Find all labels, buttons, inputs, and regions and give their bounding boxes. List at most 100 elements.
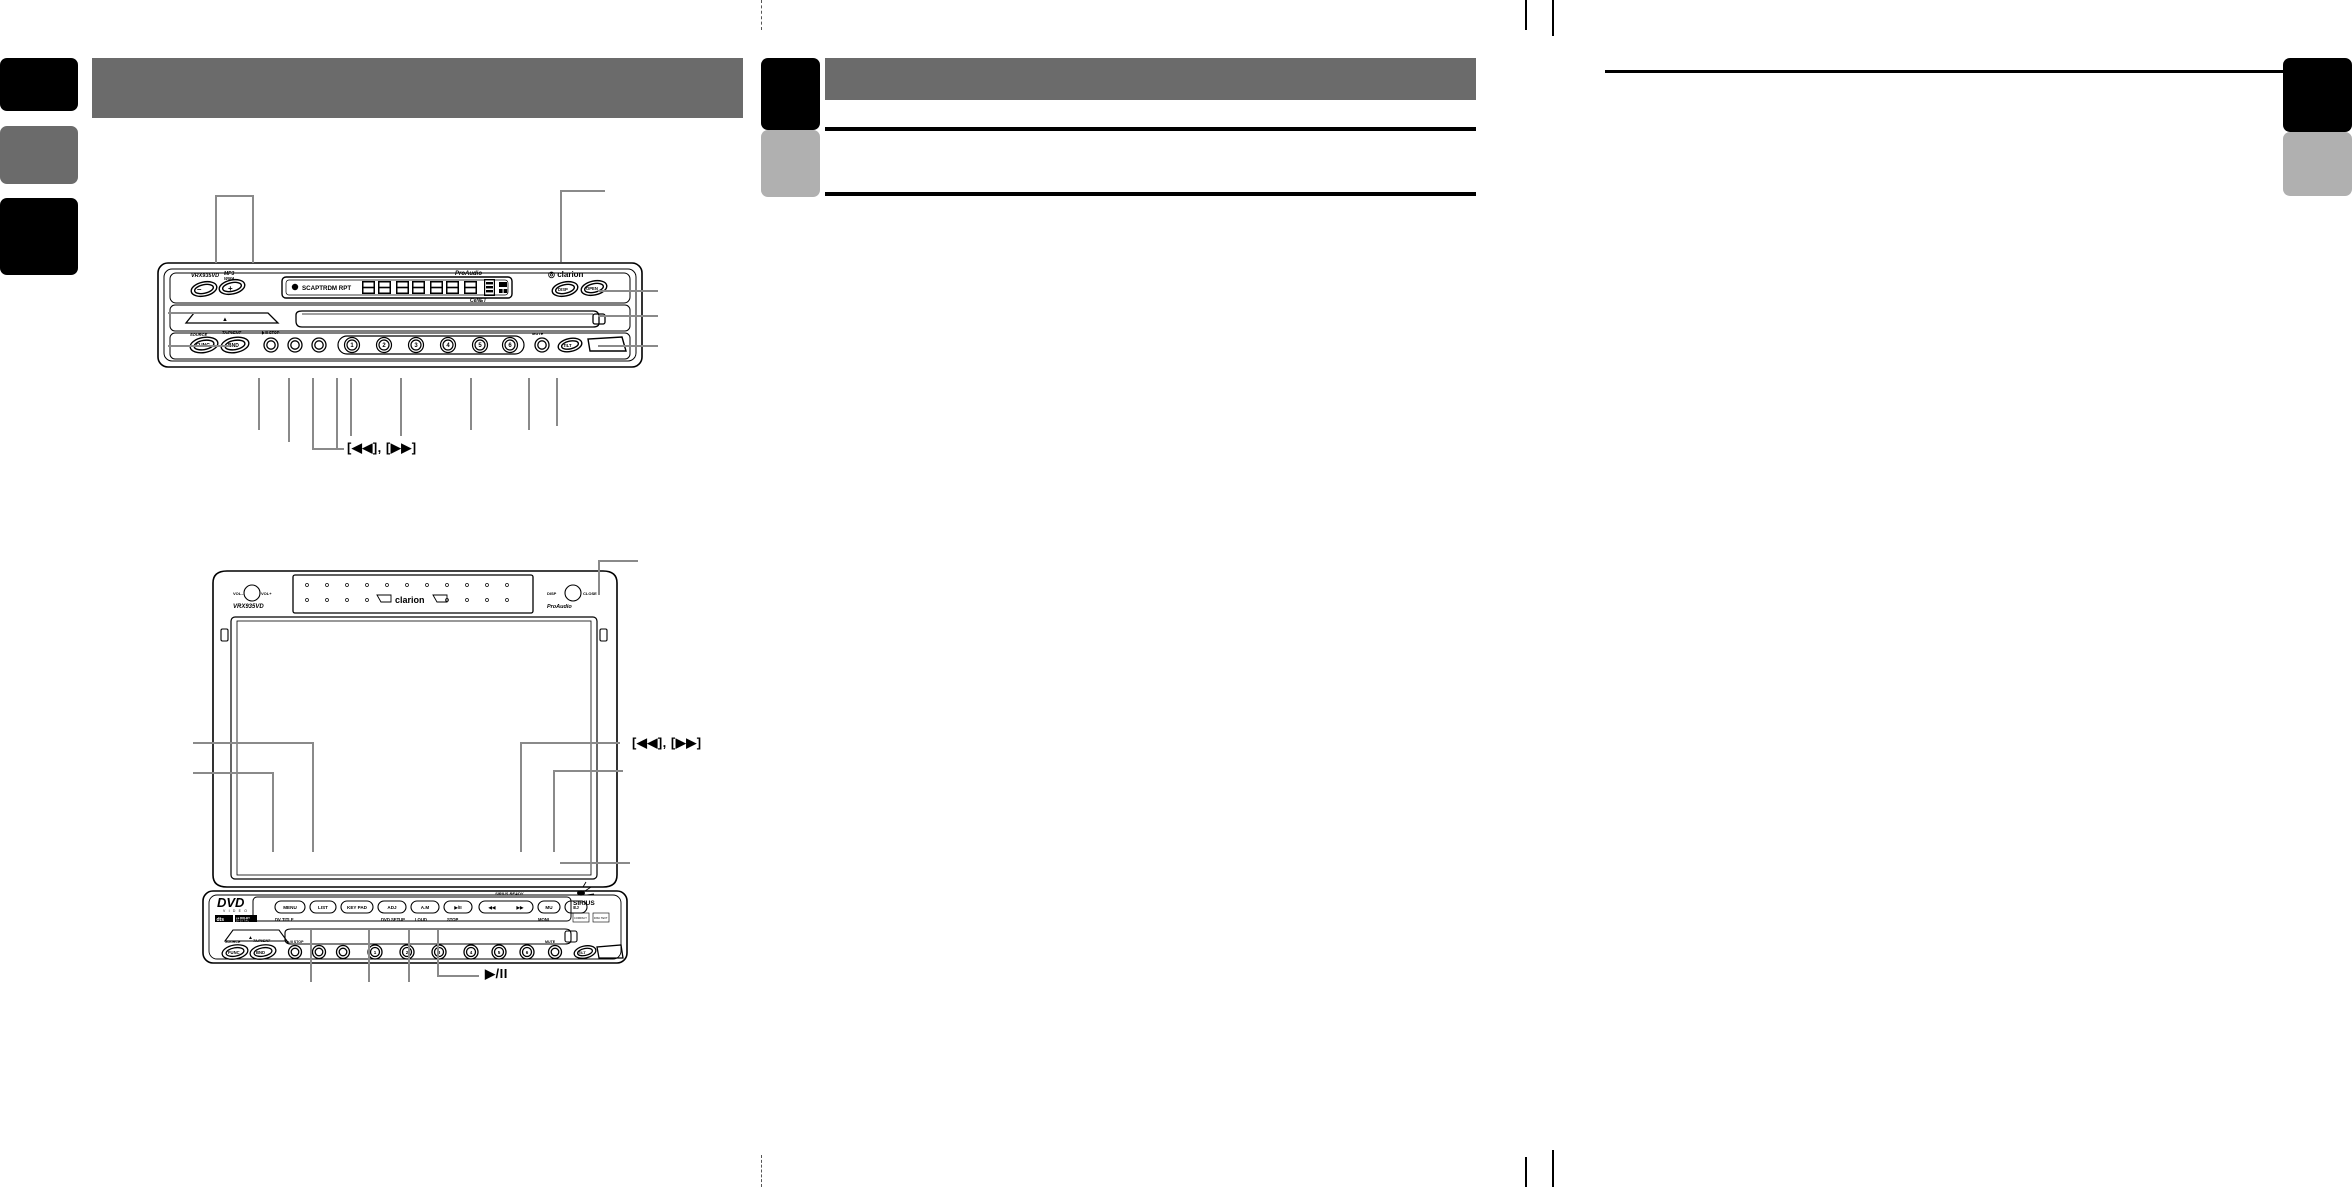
fold-mark-top bbox=[761, 0, 762, 30]
svg-text:TILT: TILT bbox=[563, 343, 572, 348]
sidebar-item-mid-tab-2[interactable] bbox=[761, 130, 820, 197]
leader-line bbox=[258, 378, 260, 430]
leader-line bbox=[215, 195, 253, 197]
leader-line bbox=[598, 315, 658, 317]
sidebar-item-right-tab-2[interactable] bbox=[2283, 132, 2352, 196]
svg-text:LOUD: LOUD bbox=[415, 917, 427, 922]
leader-line bbox=[368, 930, 370, 982]
svg-text:CLOSE: CLOSE bbox=[583, 591, 597, 596]
sidebar-item-right-tab-1[interactable] bbox=[2283, 58, 2352, 132]
svg-text:MP3: MP3 bbox=[224, 271, 235, 277]
leader-line bbox=[310, 930, 312, 982]
svg-text:A.M: A.M bbox=[421, 905, 430, 910]
leader-line bbox=[556, 378, 558, 426]
svg-text:MU: MU bbox=[545, 905, 553, 910]
leader-line bbox=[193, 772, 273, 774]
callout-skip-buttons-fig1: [◀◀], [▶▶] bbox=[347, 440, 417, 455]
svg-text:VOL+: VOL+ bbox=[261, 591, 272, 596]
svg-text:SCAPTRDM RPT: SCAPTRDM RPT bbox=[302, 285, 351, 292]
svg-text:ADJ: ADJ bbox=[387, 905, 397, 910]
leader-line bbox=[437, 975, 479, 977]
svg-text:COMPACT: COMPACT bbox=[574, 916, 587, 920]
svg-text:SIRIUS: SIRIUS bbox=[573, 900, 595, 907]
svg-text:DV TITLE: DV TITLE bbox=[275, 917, 294, 922]
leader-line bbox=[598, 290, 658, 292]
svg-text:MUTE: MUTE bbox=[532, 331, 544, 336]
section-rule-2 bbox=[825, 192, 1476, 196]
svg-text:KEY PAD: KEY PAD bbox=[347, 905, 368, 910]
figure-head-unit: SCAPTRDM RPT bbox=[150, 255, 650, 375]
svg-text:V I D E O: V I D E O bbox=[223, 909, 248, 913]
leader-line bbox=[553, 770, 555, 852]
leader-line bbox=[553, 770, 623, 772]
svg-text:●● DOLBY: ●● DOLBY bbox=[236, 916, 250, 920]
leader-line bbox=[520, 742, 620, 744]
svg-text:▶/II STOP: ▶/II STOP bbox=[261, 331, 280, 335]
svg-text:▶/II: ▶/II bbox=[453, 905, 461, 910]
svg-text:DISC TEXT: DISC TEXT bbox=[594, 916, 608, 920]
svg-text:BND: BND bbox=[256, 950, 265, 955]
head-unit-drawing: SCAPTRDM RPT bbox=[157, 262, 643, 368]
svg-text:MONI: MONI bbox=[538, 917, 549, 922]
svg-text:SOURCE: SOURCE bbox=[190, 332, 207, 337]
svg-text:STOP: STOP bbox=[447, 917, 459, 922]
crop-mark-top-b bbox=[1552, 0, 1554, 36]
sidebar-item-tab-3[interactable] bbox=[0, 198, 78, 275]
svg-text:6: 6 bbox=[508, 343, 512, 349]
figure-monitor-unit: clarion VOL– VOL+ VRX935VD DISP CLOSE Pr… bbox=[195, 555, 635, 970]
page-title-bar-left bbox=[92, 58, 743, 118]
svg-text:ProAudio: ProAudio bbox=[455, 271, 482, 277]
svg-text:VRX935VD: VRX935VD bbox=[233, 604, 264, 610]
leader-line bbox=[336, 378, 338, 448]
svg-text:▲: ▲ bbox=[248, 935, 253, 941]
sidebar-item-mid-tab-1[interactable] bbox=[761, 58, 820, 130]
leader-line bbox=[520, 742, 522, 852]
svg-text:CeNET: CeNET bbox=[470, 298, 487, 304]
svg-text:MENU: MENU bbox=[283, 905, 297, 910]
leader-line bbox=[437, 930, 439, 975]
leader-line bbox=[598, 345, 658, 347]
svg-text:5: 5 bbox=[498, 950, 501, 955]
leader-line bbox=[168, 345, 230, 347]
leader-line bbox=[560, 190, 605, 192]
svg-text:1: 1 bbox=[350, 343, 354, 349]
leader-line bbox=[193, 742, 313, 744]
leader-line bbox=[400, 378, 402, 436]
svg-text:DISP: DISP bbox=[547, 591, 557, 596]
svg-text:LIST: LIST bbox=[318, 905, 328, 910]
svg-text:DVD SETUP: DVD SETUP bbox=[381, 917, 405, 922]
leader-line bbox=[288, 378, 290, 442]
svg-text:1: 1 bbox=[374, 950, 377, 955]
svg-text:OPEN: OPEN bbox=[586, 286, 598, 291]
svg-text:SOURCE: SOURCE bbox=[225, 940, 241, 944]
leader-line bbox=[598, 560, 638, 562]
svg-text:TA/PI/ENT: TA/PI/ENT bbox=[253, 939, 271, 943]
svg-text:5: 5 bbox=[478, 343, 482, 349]
sidebar-item-tab-2[interactable] bbox=[0, 126, 78, 184]
svg-text:D I G I T A L: D I G I T A L bbox=[236, 920, 250, 923]
leader-line bbox=[598, 560, 600, 595]
svg-text:DVD: DVD bbox=[217, 895, 245, 910]
svg-text:▶/II STOP: ▶/II STOP bbox=[286, 940, 304, 944]
callout-skip-buttons-fig2: [◀◀], [▶▶] bbox=[632, 735, 702, 750]
callout-play-pause-fig2: ▶/II bbox=[485, 966, 508, 981]
svg-text:EJ: EJ bbox=[573, 905, 579, 910]
leader-line bbox=[350, 378, 352, 436]
svg-text:MUTE: MUTE bbox=[545, 940, 556, 944]
svg-text:4: 4 bbox=[446, 343, 450, 349]
svg-text:▶▶: ▶▶ bbox=[515, 905, 525, 910]
leader-line bbox=[168, 312, 230, 314]
svg-text:◎ clarion: ◎ clarion bbox=[548, 270, 584, 279]
leader-line bbox=[252, 195, 254, 263]
sidebar-item-tab-1[interactable] bbox=[0, 58, 78, 111]
svg-text:WMA: WMA bbox=[224, 276, 234, 281]
leader-line bbox=[528, 378, 530, 430]
svg-text:–: – bbox=[197, 285, 202, 294]
leader-line bbox=[272, 772, 274, 852]
leader-line bbox=[215, 195, 217, 263]
crop-mark-top-a bbox=[1525, 0, 1527, 30]
svg-text:VRX935VD: VRX935VD bbox=[191, 273, 219, 279]
leader-line bbox=[312, 378, 314, 448]
svg-text:3: 3 bbox=[414, 343, 418, 349]
